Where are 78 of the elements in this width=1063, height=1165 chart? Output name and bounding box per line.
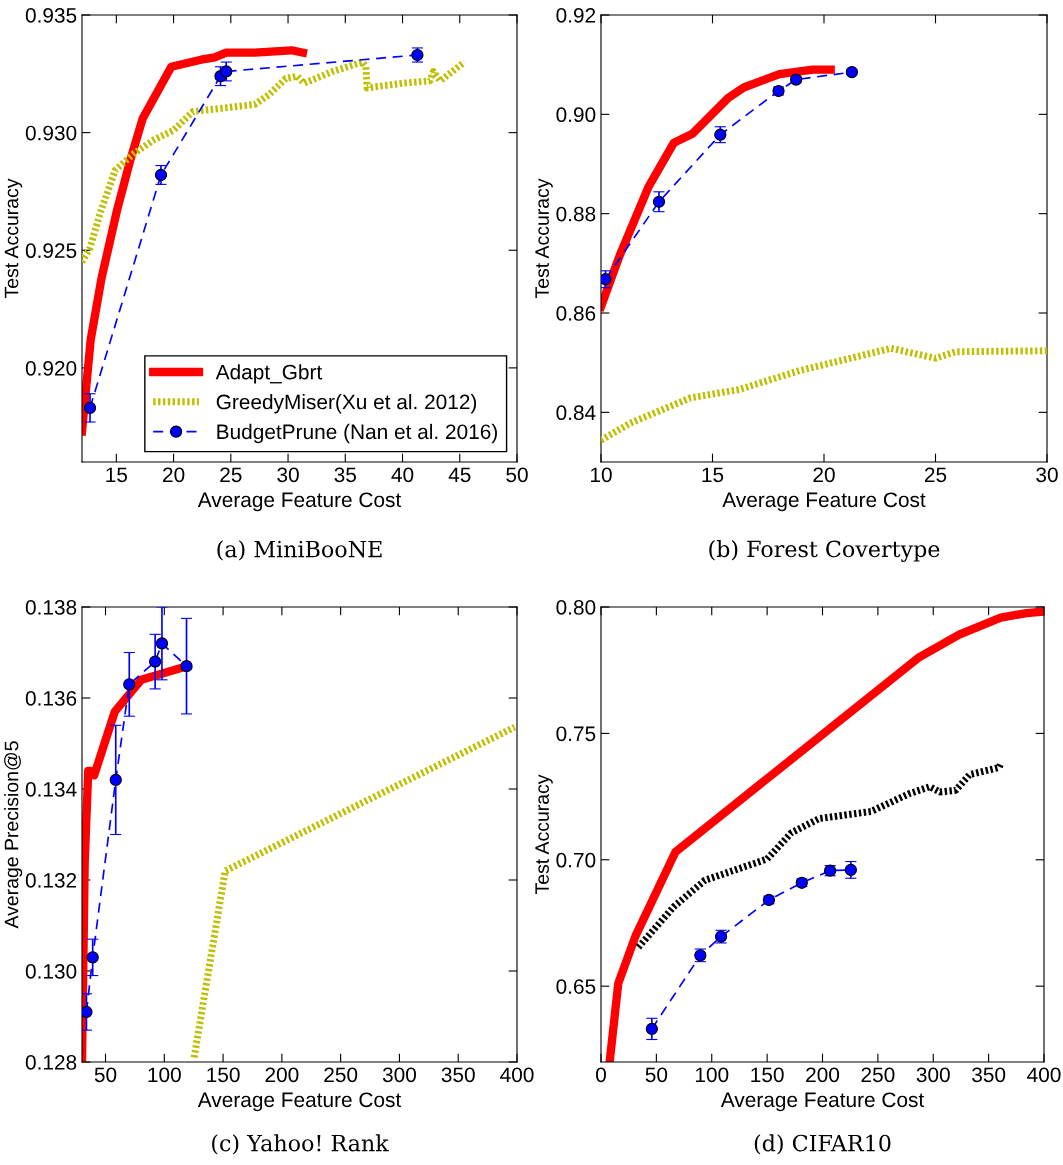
text: (c) Yahoo! Rank <box>212 1134 389 1155</box>
x-tick-label: 150 <box>207 1067 240 1083</box>
y-tick-label: 0.930 <box>25 125 77 141</box>
x-tick-label: 35 <box>334 467 356 483</box>
x-tick-label: 250 <box>861 1067 895 1083</box>
y-tick-label: 0.134 <box>25 782 77 797</box>
legend-label: Adapt_Gbrt <box>215 364 323 384</box>
y-axis-title: Test Accuracy <box>535 774 553 895</box>
x-tick-label: 100 <box>148 1067 181 1083</box>
x-tick-label: 10 <box>591 467 612 483</box>
x-tick-label: 50 <box>645 1067 668 1083</box>
y-tick-label: 0.90 <box>556 107 596 123</box>
legend-label: GreedyMiser(Xu et al. 2012) <box>216 393 477 414</box>
y-tick-label: 0.65 <box>556 979 596 994</box>
x-tick-label: 30 <box>1036 467 1058 483</box>
x-tick-label: 0 <box>596 1067 606 1083</box>
x-tick-label: 150 <box>751 1067 784 1083</box>
x-tick-label: 50 <box>506 467 528 483</box>
y-tick-label: 0.130 <box>25 964 77 979</box>
point <box>844 863 857 876</box>
x-tick-label: 200 <box>265 1067 299 1083</box>
x-tick-label: 300 <box>916 1067 950 1083</box>
x-axis-title: Average Feature Cost <box>722 492 926 512</box>
x-axis-title: Average Feature Cost <box>197 492 402 512</box>
y-tick-label: 0.136 <box>25 691 77 706</box>
y-axis-title: Test Accuracy <box>535 178 553 299</box>
x-tick-label: 20 <box>163 467 185 483</box>
point <box>83 401 97 414</box>
x-axis-title: Average Feature Cost <box>197 1092 402 1112</box>
y-axis-title: Average Precision@5 <box>4 741 23 929</box>
x-tick-label: 15 <box>702 467 724 483</box>
y-tick-label: 0.138 <box>25 600 77 615</box>
point <box>220 65 233 78</box>
point <box>154 168 168 182</box>
point <box>86 951 99 964</box>
y-tick-label: 0.88 <box>556 206 596 222</box>
point <box>82 1005 93 1019</box>
legend-label: BudgetPrune (Nan et al. 2016) <box>217 423 497 444</box>
x-tick-label: 20 <box>813 467 835 483</box>
x-tick-label: 400 <box>500 1067 534 1083</box>
x-tick-label: 300 <box>382 1067 416 1083</box>
text: (a) MiniBooNE <box>217 540 382 561</box>
x-axis-title: Average Feature Cost <box>720 1092 925 1112</box>
x-tick-label: 100 <box>695 1067 729 1083</box>
point <box>601 273 612 286</box>
x-tick-label: 45 <box>448 467 471 483</box>
text: (d) CIFAR10 <box>754 1134 891 1155</box>
y-tick-label: 0.935 <box>25 8 77 23</box>
x-tick-label: 30 <box>277 467 299 483</box>
x-tick-label: 50 <box>94 1067 117 1083</box>
y-tick-label: 0.92 <box>556 8 596 23</box>
point <box>109 773 122 787</box>
x-tick-label: 350 <box>972 1067 1006 1083</box>
point <box>645 1022 658 1035</box>
x-tick-label: 25 <box>924 467 947 483</box>
point <box>155 637 169 650</box>
x-tick-label: 25 <box>220 467 242 483</box>
point <box>123 678 136 691</box>
y-tick-label: 0.86 <box>556 306 596 321</box>
y-axis-title: Test Accuracy <box>4 178 23 299</box>
y-tick-label: 0.920 <box>25 360 77 376</box>
x-tick-label: 40 <box>391 467 414 483</box>
point <box>652 195 666 208</box>
y-tick-label: 0.75 <box>556 726 596 742</box>
x-tick-label: 200 <box>806 1067 840 1083</box>
x-tick-label: 15 <box>106 467 128 483</box>
point <box>149 655 162 668</box>
y-tick-label: 0.80 <box>556 600 596 615</box>
y-tick-label: 0.128 <box>25 1055 77 1070</box>
y-tick-label: 0.925 <box>25 243 77 259</box>
point <box>180 660 193 673</box>
y-tick-label: 0.132 <box>25 873 77 888</box>
x-tick-label: 400 <box>1027 1067 1061 1083</box>
y-tick-label: 0.70 <box>556 852 596 868</box>
text: (b) Forest Covertype <box>709 540 940 562</box>
x-tick-label: 250 <box>324 1067 358 1083</box>
x-tick-label: 350 <box>441 1067 475 1083</box>
y-tick-label: 0.84 <box>556 405 596 421</box>
